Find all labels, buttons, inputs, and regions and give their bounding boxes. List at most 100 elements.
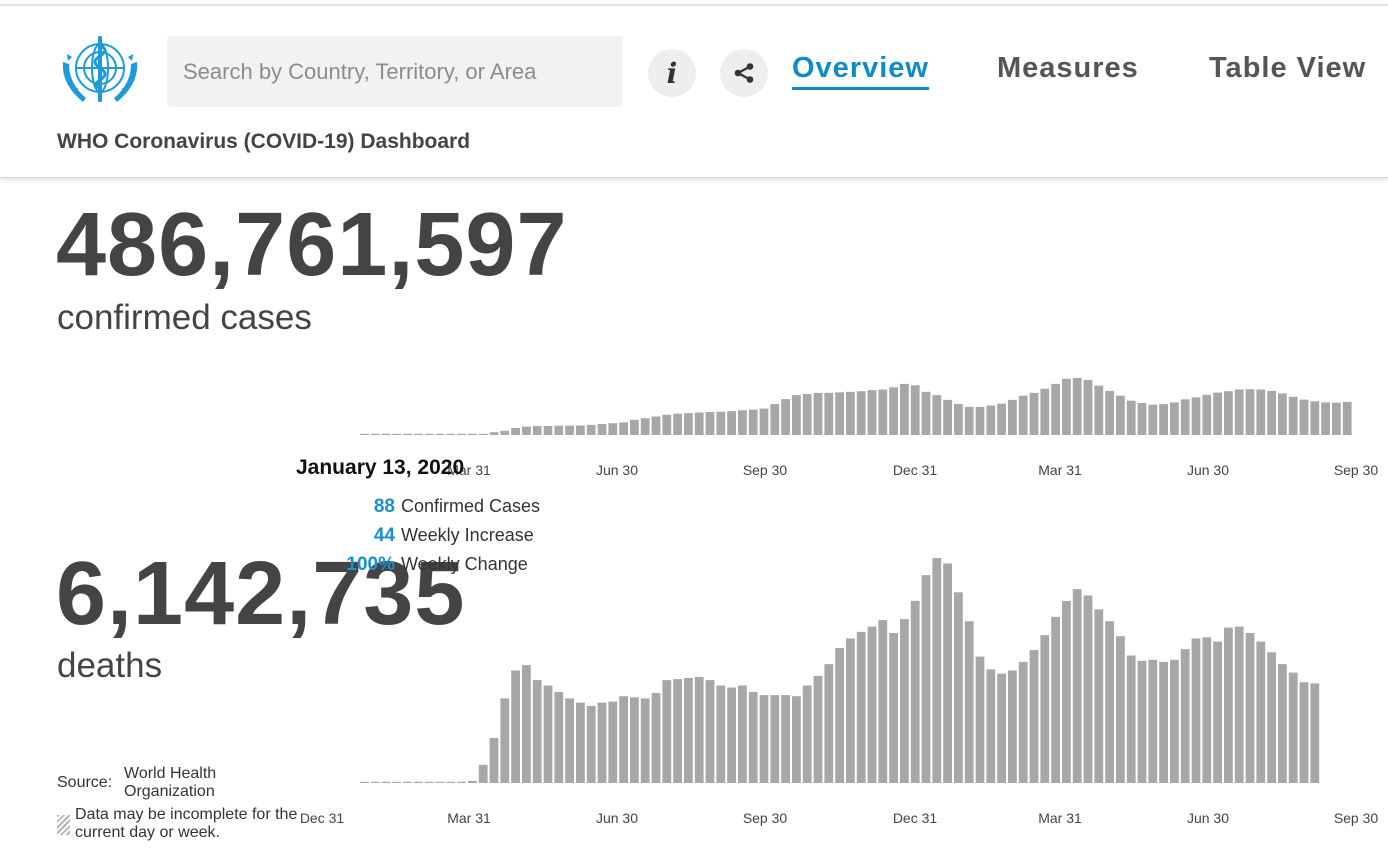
- cases-bar[interactable]: [360, 433, 369, 435]
- deaths-bar[interactable]: [1159, 661, 1168, 783]
- deaths-bar[interactable]: [824, 664, 834, 783]
- deaths-bar[interactable]: [1278, 664, 1287, 783]
- cases-bar[interactable]: [619, 422, 628, 435]
- cases-bar[interactable]: [1321, 402, 1330, 435]
- cases-bar[interactable]: [1342, 401, 1352, 435]
- cases-bar[interactable]: [943, 399, 952, 435]
- deaths-bar[interactable]: [954, 592, 963, 783]
- cases-bar[interactable]: [478, 433, 488, 435]
- deaths-bar[interactable]: [1051, 616, 1060, 783]
- cases-bar[interactable]: [846, 391, 855, 435]
- cases-bar[interactable]: [532, 426, 542, 435]
- cases-bar[interactable]: [997, 403, 1006, 435]
- cases-bar[interactable]: [802, 394, 812, 435]
- deaths-bar[interactable]: [727, 687, 736, 783]
- cases-bar[interactable]: [975, 406, 985, 435]
- cases-bar[interactable]: [414, 433, 423, 435]
- cases-bar[interactable]: [889, 387, 898, 435]
- tab-table-view[interactable]: Table View: [1209, 52, 1367, 84]
- cases-bar[interactable]: [1051, 383, 1060, 435]
- cases-bar[interactable]: [640, 418, 650, 435]
- deaths-bar[interactable]: [1256, 641, 1266, 783]
- cases-bar[interactable]: [1202, 394, 1212, 435]
- cases-bar[interactable]: [1029, 392, 1039, 435]
- cases-bar[interactable]: [694, 412, 704, 436]
- deaths-bar[interactable]: [932, 558, 942, 783]
- info-button[interactable]: i: [648, 49, 696, 97]
- deaths-bar[interactable]: [586, 705, 596, 783]
- deaths-bar[interactable]: [403, 781, 412, 783]
- deaths-bar[interactable]: [759, 695, 769, 783]
- deaths-bar[interactable]: [705, 680, 715, 783]
- deaths-bar[interactable]: [1191, 638, 1201, 783]
- cases-bar[interactable]: [835, 392, 844, 435]
- deaths-bar[interactable]: [1148, 659, 1158, 783]
- cases-bar[interactable]: [792, 395, 801, 435]
- deaths-bar[interactable]: [457, 781, 466, 783]
- cases-bar[interactable]: [1072, 378, 1082, 435]
- cases-bar[interactable]: [1116, 395, 1125, 435]
- cases-bar[interactable]: [630, 419, 639, 435]
- cases-bar[interactable]: [781, 399, 790, 435]
- cases-bar[interactable]: [586, 424, 596, 435]
- deaths-bar[interactable]: [1116, 636, 1125, 783]
- cases-bar[interactable]: [457, 433, 466, 435]
- cases-bar[interactable]: [986, 405, 996, 436]
- cases-bar[interactable]: [543, 426, 553, 435]
- cases-bar[interactable]: [1310, 401, 1320, 435]
- deaths-bar[interactable]: [414, 781, 423, 783]
- tab-overview[interactable]: Overview: [792, 52, 929, 90]
- deaths-bar[interactable]: [392, 781, 402, 783]
- deaths-bar[interactable]: [1224, 627, 1233, 783]
- deaths-bar[interactable]: [370, 781, 380, 783]
- deaths-bar[interactable]: [435, 781, 445, 783]
- deaths-bar[interactable]: [986, 669, 996, 783]
- deaths-bar[interactable]: [684, 678, 693, 783]
- cases-bar[interactable]: [1288, 396, 1298, 435]
- cases-bar[interactable]: [489, 432, 499, 435]
- deaths-bar[interactable]: [1029, 650, 1039, 783]
- cases-bar[interactable]: [1256, 389, 1266, 436]
- cases-bar[interactable]: [921, 391, 931, 435]
- deaths-bar[interactable]: [943, 563, 952, 783]
- cases-bar[interactable]: [1105, 390, 1114, 435]
- deaths-bar[interactable]: [565, 698, 574, 783]
- deaths-bar[interactable]: [997, 673, 1006, 783]
- cases-bar[interactable]: [1126, 400, 1136, 435]
- deaths-bar[interactable]: [554, 691, 564, 783]
- cases-bar[interactable]: [910, 385, 920, 435]
- deaths-bar[interactable]: [889, 633, 898, 783]
- deaths-bar[interactable]: [1126, 655, 1136, 784]
- deaths-bar[interactable]: [608, 701, 618, 783]
- cases-bar[interactable]: [1332, 402, 1341, 435]
- cases-bar[interactable]: [759, 408, 769, 435]
- deaths-bar[interactable]: [1180, 649, 1190, 783]
- cases-bar[interactable]: [1234, 389, 1244, 436]
- deaths-bar[interactable]: [835, 648, 844, 783]
- cases-bar[interactable]: [381, 433, 391, 435]
- deaths-bar[interactable]: [1105, 621, 1114, 783]
- cases-bar[interactable]: [370, 433, 380, 435]
- cases-bar[interactable]: [1278, 393, 1287, 435]
- cases-bar[interactable]: [1083, 380, 1093, 435]
- deaths-bar[interactable]: [1094, 609, 1104, 783]
- deaths-bar[interactable]: [360, 781, 369, 783]
- cases-bar[interactable]: [1267, 390, 1276, 435]
- cases-bar[interactable]: [662, 414, 672, 435]
- cases-bar[interactable]: [770, 404, 780, 435]
- deaths-bar[interactable]: [1202, 637, 1212, 783]
- cases-bar[interactable]: [392, 433, 402, 435]
- cases-bar[interactable]: [435, 433, 445, 435]
- deaths-bar[interactable]: [964, 621, 974, 783]
- cases-bar[interactable]: [1137, 403, 1147, 435]
- cases-bar[interactable]: [878, 389, 888, 436]
- deaths-bar[interactable]: [1299, 682, 1309, 783]
- deaths-bar[interactable]: [1008, 670, 1017, 784]
- cases-bar[interactable]: [824, 392, 834, 435]
- cases-bar[interactable]: [597, 424, 607, 435]
- deaths-bar[interactable]: [468, 780, 477, 783]
- cases-bar[interactable]: [1159, 404, 1168, 435]
- cases-bar[interactable]: [1180, 399, 1190, 435]
- deaths-bar[interactable]: [576, 702, 585, 783]
- cases-bar[interactable]: [705, 412, 715, 435]
